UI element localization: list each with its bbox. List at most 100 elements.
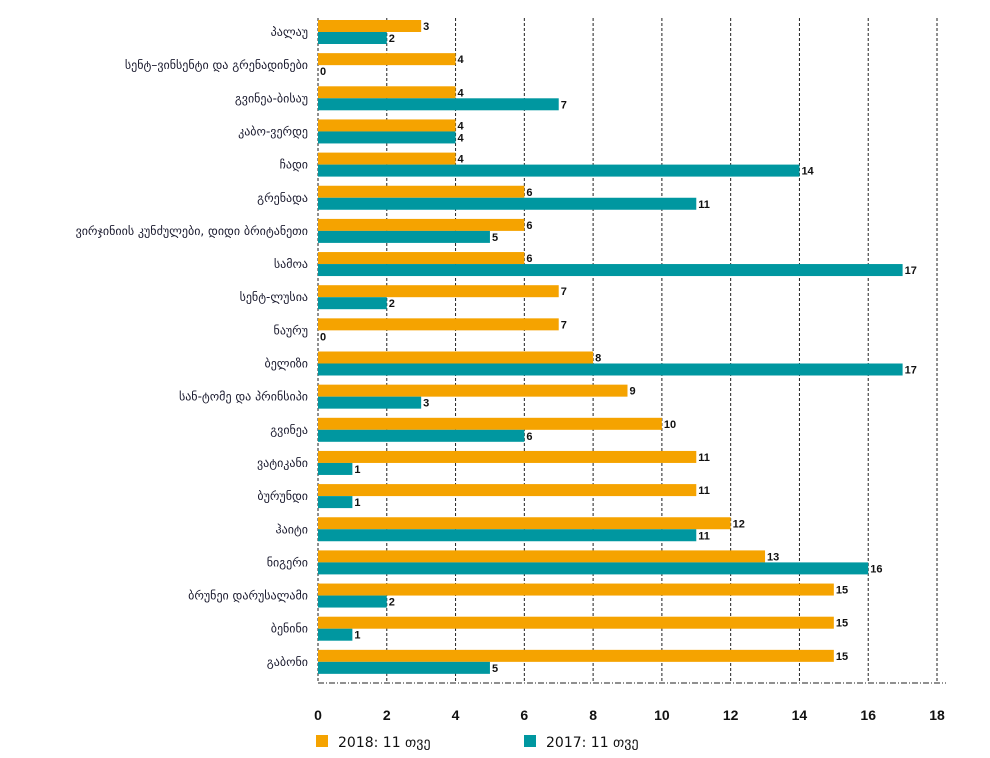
data-label: 1	[354, 497, 360, 509]
data-label: 5	[492, 663, 498, 675]
category-label: სან-ტომე და პრინსიპი	[179, 390, 308, 404]
category-label: ჰაიტი	[276, 522, 308, 536]
x-tick-label: 16	[860, 707, 876, 723]
data-label: 2	[389, 33, 395, 45]
x-tick-label: 2	[383, 707, 391, 723]
bar-2018	[318, 218, 525, 231]
bar-2018	[318, 318, 559, 331]
data-label: 15	[836, 651, 848, 663]
data-label: 15	[836, 585, 848, 597]
data-label: 11	[698, 530, 710, 542]
data-label: 7	[561, 99, 567, 111]
data-label: 9	[630, 386, 636, 398]
data-label: 14	[801, 166, 814, 178]
category-label: ჩადი	[280, 158, 308, 172]
bar-2017	[318, 32, 387, 44]
x-tick-label: 0	[314, 707, 322, 723]
bar-2017	[318, 661, 490, 674]
bar-2018	[318, 185, 525, 198]
category-label: ბურუნდი	[257, 489, 308, 503]
data-label: 4	[458, 120, 465, 132]
x-tick-label: 18	[929, 707, 945, 723]
bar-2017	[318, 496, 353, 509]
category-label: გვინეა-ბისაუ	[235, 91, 308, 105]
bar-2018	[318, 53, 456, 66]
bar-2018	[318, 450, 697, 463]
category-label: გაბონი	[267, 655, 308, 669]
x-tick-label: 6	[520, 707, 528, 723]
category-label: სენტ–ვინსენტი და გრენადინები	[125, 58, 308, 72]
data-label: 2	[389, 298, 395, 310]
bar-2018	[318, 417, 662, 430]
data-label: 11	[698, 485, 710, 497]
bar-2018	[318, 285, 559, 298]
x-tick-label: 4	[452, 707, 460, 723]
bar-2018	[318, 351, 594, 364]
category-label: კაბო-ვერდე	[238, 124, 308, 138]
bar-2017	[318, 264, 903, 277]
data-label: 1	[354, 630, 360, 642]
category-label: ნიგერი	[267, 555, 308, 569]
bar-2017	[318, 363, 903, 376]
bar-2018	[318, 252, 525, 265]
data-label: 11	[698, 199, 710, 211]
bar-2018	[318, 384, 628, 397]
bar-2017	[318, 562, 869, 575]
bar-2018	[318, 119, 456, 132]
data-label: 8	[595, 353, 601, 365]
category-label: გვინეა	[270, 423, 308, 437]
bar-2017	[318, 628, 353, 641]
bar-2017	[318, 197, 697, 210]
bar-2018	[318, 616, 834, 629]
bar-2017	[318, 131, 456, 144]
data-label: 6	[526, 431, 532, 443]
bar-2018	[318, 649, 834, 662]
category-label: ნაურუ	[274, 323, 308, 337]
data-label: 13	[767, 551, 779, 563]
data-label: 6	[526, 220, 532, 232]
data-label: 6	[526, 253, 532, 265]
data-label: 17	[905, 265, 917, 277]
bar-2017	[318, 164, 800, 177]
data-label: 3	[423, 398, 429, 410]
bar-2017	[318, 429, 525, 442]
category-label: ბენინი	[271, 622, 308, 636]
legend-label: 2017: 11 თვე	[546, 735, 639, 751]
category-label: ვატიკანი	[257, 456, 308, 470]
data-label: 16	[870, 563, 882, 575]
bar-2017	[318, 98, 559, 111]
legend-swatch	[316, 735, 328, 747]
bar-2017	[318, 297, 387, 310]
data-label: 1	[354, 464, 360, 476]
bar-2018	[318, 152, 456, 165]
data-label: 0	[320, 331, 326, 343]
data-label: 5	[492, 232, 498, 244]
legend-swatch	[524, 735, 536, 747]
data-label: 4	[458, 132, 465, 144]
bar-2017	[318, 595, 387, 608]
data-label: 4	[458, 87, 465, 99]
data-label: 2	[389, 597, 395, 609]
category-label: სამოა	[274, 257, 308, 271]
data-label: 3	[423, 21, 429, 33]
x-tick-label: 12	[723, 707, 739, 723]
bar-2018	[318, 550, 766, 563]
bar-2017	[318, 529, 697, 542]
data-label: 6	[526, 187, 532, 199]
bar-2018	[318, 583, 834, 596]
bar-2018	[318, 20, 422, 32]
data-label: 10	[664, 419, 676, 431]
category-label: სენტ-ლუსია	[240, 290, 308, 304]
data-label: 0	[320, 66, 326, 78]
data-label: 11	[698, 452, 710, 464]
category-label: ბელიზი	[264, 357, 308, 371]
data-label: 15	[836, 618, 848, 630]
bar-2018	[318, 86, 456, 99]
data-label: 4	[458, 154, 465, 166]
data-label: 7	[561, 286, 567, 298]
bar-2018	[318, 517, 731, 530]
category-label: პალაუ	[271, 25, 308, 39]
category-label: გრენადა	[257, 191, 308, 205]
data-label: 7	[561, 319, 567, 331]
